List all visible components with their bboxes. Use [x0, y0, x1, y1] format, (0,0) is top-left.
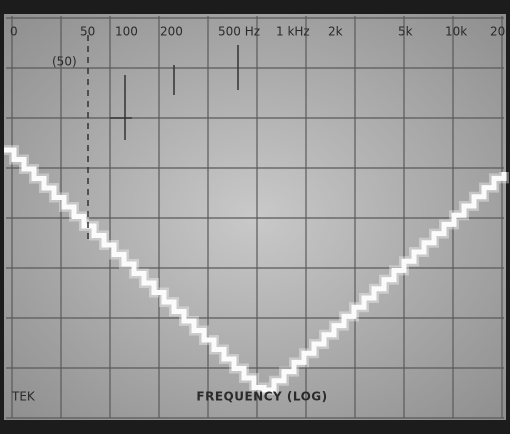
scale-label: 5k — [398, 25, 413, 39]
scale-label: 20 — [490, 25, 505, 39]
scale-label: 500 Hz — [218, 25, 260, 39]
scale-label: 2k — [328, 25, 343, 39]
scale-label: 10k — [445, 25, 467, 39]
brand: TEK — [11, 390, 36, 404]
scale-label: 50 — [80, 25, 95, 39]
page: 0 50 100 200 500 Hz 1 kHz 2k 5k 10k 20 (… — [0, 0, 510, 434]
scale-label: 1 kHz — [276, 25, 310, 39]
scale-label: 0 — [10, 25, 18, 39]
scale-label: 200 — [160, 25, 183, 39]
scale-label: 100 — [115, 25, 138, 39]
marker-label: (50) — [52, 55, 77, 69]
axis-label: FREQUENCY (LOG) — [196, 390, 327, 404]
oscilloscope-photo: 0 50 100 200 500 Hz 1 kHz 2k 5k 10k 20 (… — [0, 0, 510, 434]
